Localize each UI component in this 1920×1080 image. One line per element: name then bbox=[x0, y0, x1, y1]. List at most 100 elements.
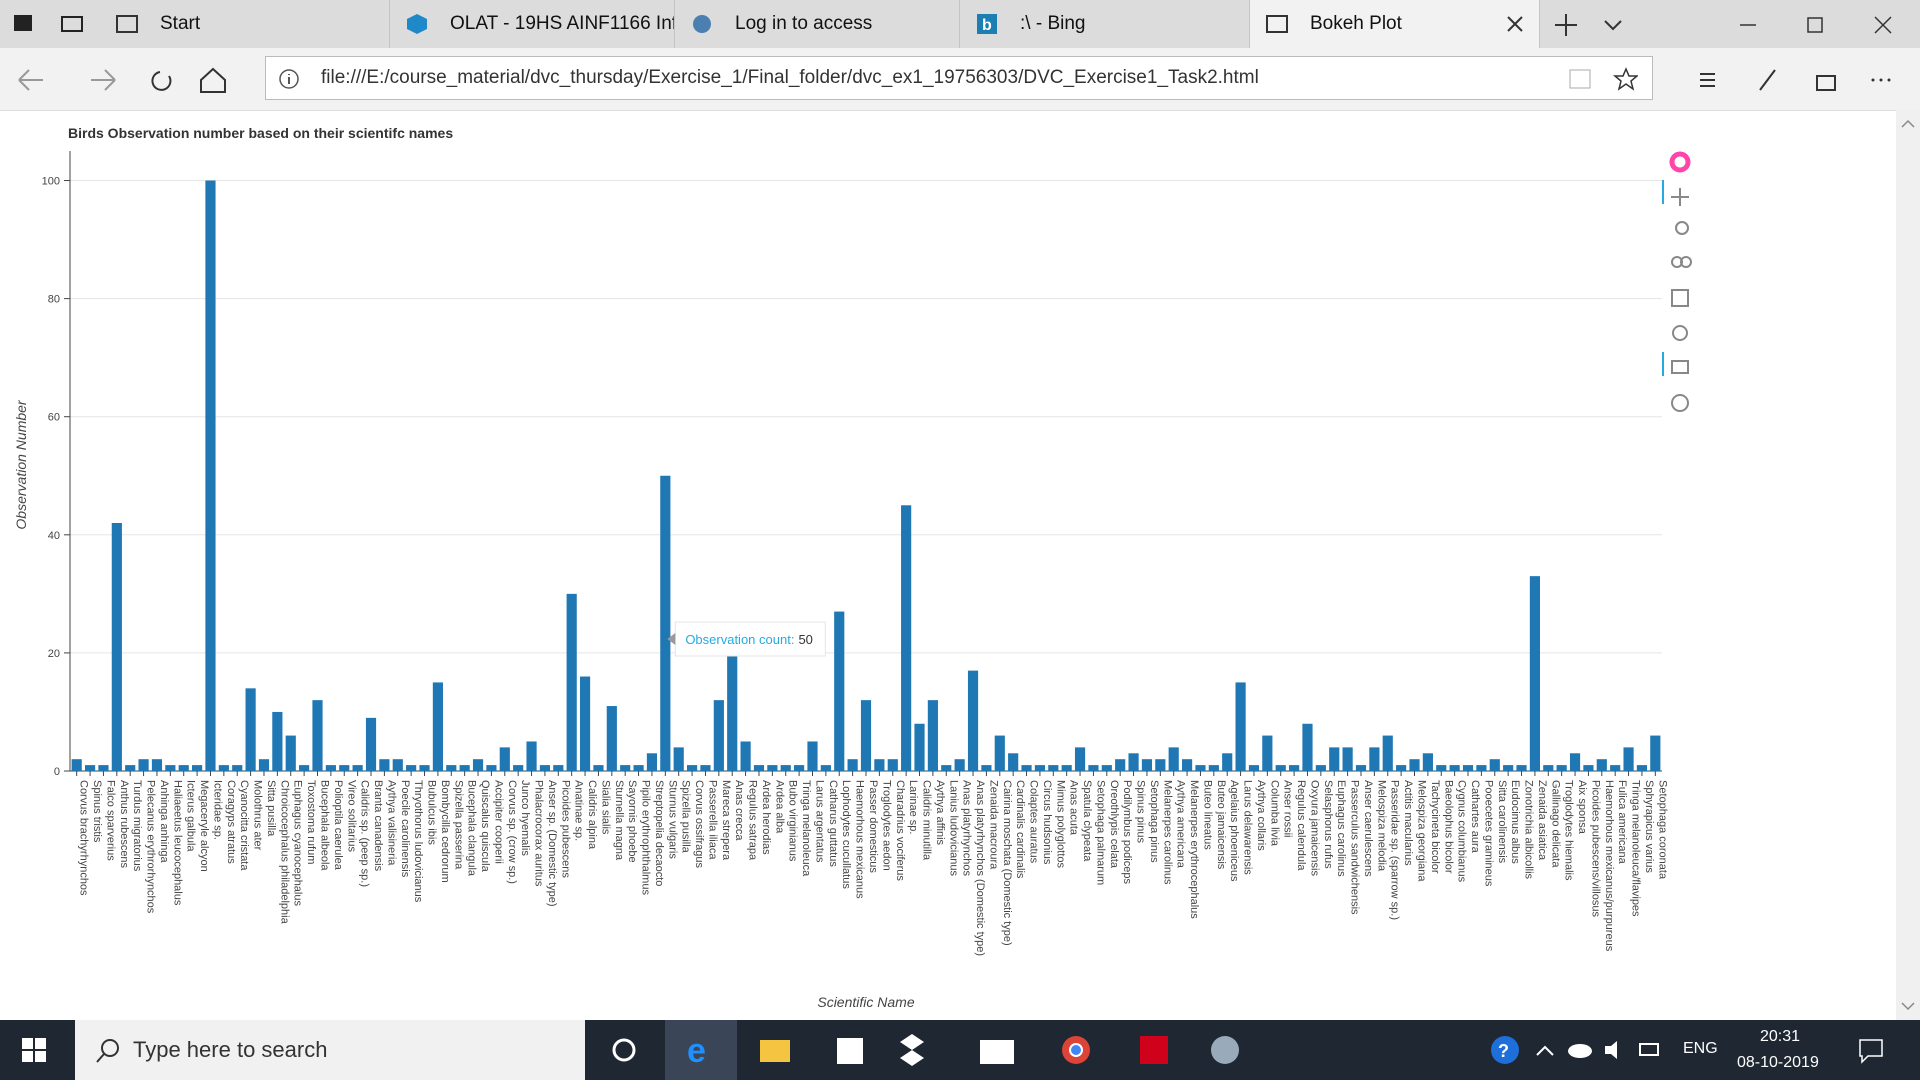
x-tick-label: Junco hyemalis bbox=[519, 780, 531, 856]
bar bbox=[874, 759, 885, 771]
bar bbox=[994, 735, 1005, 771]
tab[interactable]: Start bbox=[100, 0, 390, 48]
x-tick-label: Aythya affinis bbox=[934, 780, 946, 846]
x-tick-label: Melanerpes carolinus bbox=[1161, 780, 1173, 885]
plot-toolbar[interactable] bbox=[1662, 151, 1692, 412]
notifications[interactable] bbox=[1858, 1038, 1884, 1064]
tab-title: Log in to access bbox=[735, 13, 873, 34]
x-tick-label: Larus delawarensis bbox=[1242, 780, 1254, 875]
x-tick-label: Icteridae sp. bbox=[211, 780, 223, 840]
bar bbox=[1449, 765, 1460, 771]
search-box[interactable]: Type here to search bbox=[75, 1020, 585, 1080]
x-tick-label: Sayornis phoebe bbox=[626, 780, 638, 863]
bar bbox=[285, 735, 296, 771]
x-tick-label: Bubulcus ibis bbox=[426, 780, 438, 845]
bar bbox=[593, 765, 604, 771]
tooltip: Observation count: 50 bbox=[667, 621, 826, 657]
bar bbox=[258, 759, 270, 771]
bar bbox=[1101, 765, 1112, 771]
x-tick-label: Passer domesticus bbox=[867, 780, 879, 873]
x-tick-label: Anas crecca bbox=[733, 780, 745, 841]
x-axis-label: Scientific Name bbox=[817, 994, 914, 1010]
bar bbox=[860, 700, 872, 771]
x-tick-label: Ardea herodias bbox=[760, 780, 772, 855]
close-tab[interactable] bbox=[1507, 16, 1523, 32]
x-tick-label: Sturnella magna bbox=[613, 780, 625, 861]
x-tick-label: Regulus satrapa bbox=[747, 780, 759, 861]
url-box[interactable]: file:///E:/course_material/dvc_thursday/… bbox=[265, 56, 1653, 100]
y-tick-label: 80 bbox=[48, 294, 60, 306]
window-controls[interactable] bbox=[1550, 12, 1920, 38]
svg-text:?: ? bbox=[1498, 1041, 1509, 1061]
bar bbox=[232, 765, 243, 771]
bar bbox=[111, 523, 122, 771]
tab[interactable]: Log in to access bbox=[675, 0, 960, 48]
x-tick-label: Accipiter cooperii bbox=[492, 780, 504, 864]
x-tick-label: Calidris sp. (peep sp.) bbox=[359, 780, 371, 887]
pinned-apps[interactable]: e bbox=[600, 1020, 1250, 1080]
x-tick-label: Zenaida macroura bbox=[987, 780, 999, 870]
svg-text:e: e bbox=[687, 1032, 706, 1070]
bar bbox=[660, 475, 671, 771]
bar bbox=[901, 505, 912, 771]
tab[interactable]: OLAT - 19HS AINF1166 Inf bbox=[390, 0, 675, 48]
tab-title: Bokeh Plot bbox=[1310, 13, 1402, 34]
x-tick-label: Melanerpes erythrocephalus bbox=[1188, 780, 1200, 919]
language[interactable]: ENG bbox=[1683, 1040, 1718, 1057]
bar bbox=[392, 759, 403, 771]
x-tick-label: Euphagus cyanocephalus bbox=[292, 780, 304, 906]
bar bbox=[218, 765, 229, 771]
bar bbox=[606, 706, 617, 771]
x-tick-label: Cathartes aura bbox=[1469, 780, 1481, 854]
bar bbox=[352, 765, 363, 771]
bar bbox=[887, 759, 898, 771]
tray-icons[interactable]: ? bbox=[1480, 1035, 1660, 1065]
bar bbox=[1382, 735, 1393, 771]
bar bbox=[1235, 682, 1246, 771]
bar bbox=[713, 700, 724, 771]
bar bbox=[1195, 765, 1206, 771]
x-tick-label: Fulica americana bbox=[1616, 780, 1628, 865]
bar bbox=[927, 700, 938, 771]
bar bbox=[1436, 765, 1447, 771]
x-tick-label: Bubo virginianus bbox=[787, 780, 799, 862]
start-button[interactable] bbox=[22, 1038, 48, 1064]
bar bbox=[339, 765, 350, 771]
x-tick-label: Regulus calendula bbox=[1295, 780, 1307, 871]
tab-title: Start bbox=[160, 13, 201, 34]
bar bbox=[967, 670, 979, 771]
x-tick-label: Calidris alpina bbox=[586, 780, 598, 850]
bar bbox=[1275, 765, 1286, 771]
x-tick-label: Spatula clypeata bbox=[1081, 780, 1093, 862]
toolbar-icons[interactable] bbox=[1695, 66, 1905, 94]
tab[interactable]: Bokeh Plot bbox=[1250, 0, 1540, 48]
x-tick-label: Polioptila caerulea bbox=[332, 780, 344, 871]
x-tick-label: Colaptes auratus bbox=[1028, 780, 1040, 864]
x-tick-label: Lanius ludovicianus bbox=[947, 780, 959, 877]
bar bbox=[1048, 765, 1059, 771]
x-tick-label: Anas platyrhynchos (Domestic type) bbox=[974, 780, 986, 956]
x-tick-label: Calidris minutilla bbox=[921, 780, 933, 861]
bar bbox=[192, 765, 203, 771]
bar bbox=[1155, 759, 1166, 771]
scrollbar[interactable] bbox=[1896, 110, 1920, 1020]
nav-buttons[interactable] bbox=[15, 66, 255, 94]
bar bbox=[1462, 765, 1474, 771]
x-tick-label: Anas platyrhynchos bbox=[961, 780, 973, 876]
x-tick-label: Tringa melanoleuca/flavipes bbox=[1630, 780, 1642, 917]
x-tick-label: Columba livia bbox=[1268, 780, 1280, 847]
bar bbox=[365, 717, 377, 771]
search-placeholder: Type here to search bbox=[133, 1037, 328, 1062]
bar bbox=[740, 741, 751, 771]
tooltip-value: 50 bbox=[798, 632, 812, 647]
tab[interactable]: b:\ - Bing bbox=[960, 0, 1250, 48]
bar bbox=[1543, 765, 1554, 771]
bar bbox=[794, 765, 805, 771]
x-tick-label: Oreothlypis celata bbox=[1108, 780, 1120, 869]
x-tick-label: Cyanocitta cristata bbox=[238, 780, 250, 871]
tooltip-pointer bbox=[667, 633, 676, 645]
y-tick-label: 0 bbox=[54, 766, 60, 778]
x-tick-label: Thryothorus ludovicianus bbox=[412, 780, 424, 903]
bar bbox=[459, 765, 470, 771]
